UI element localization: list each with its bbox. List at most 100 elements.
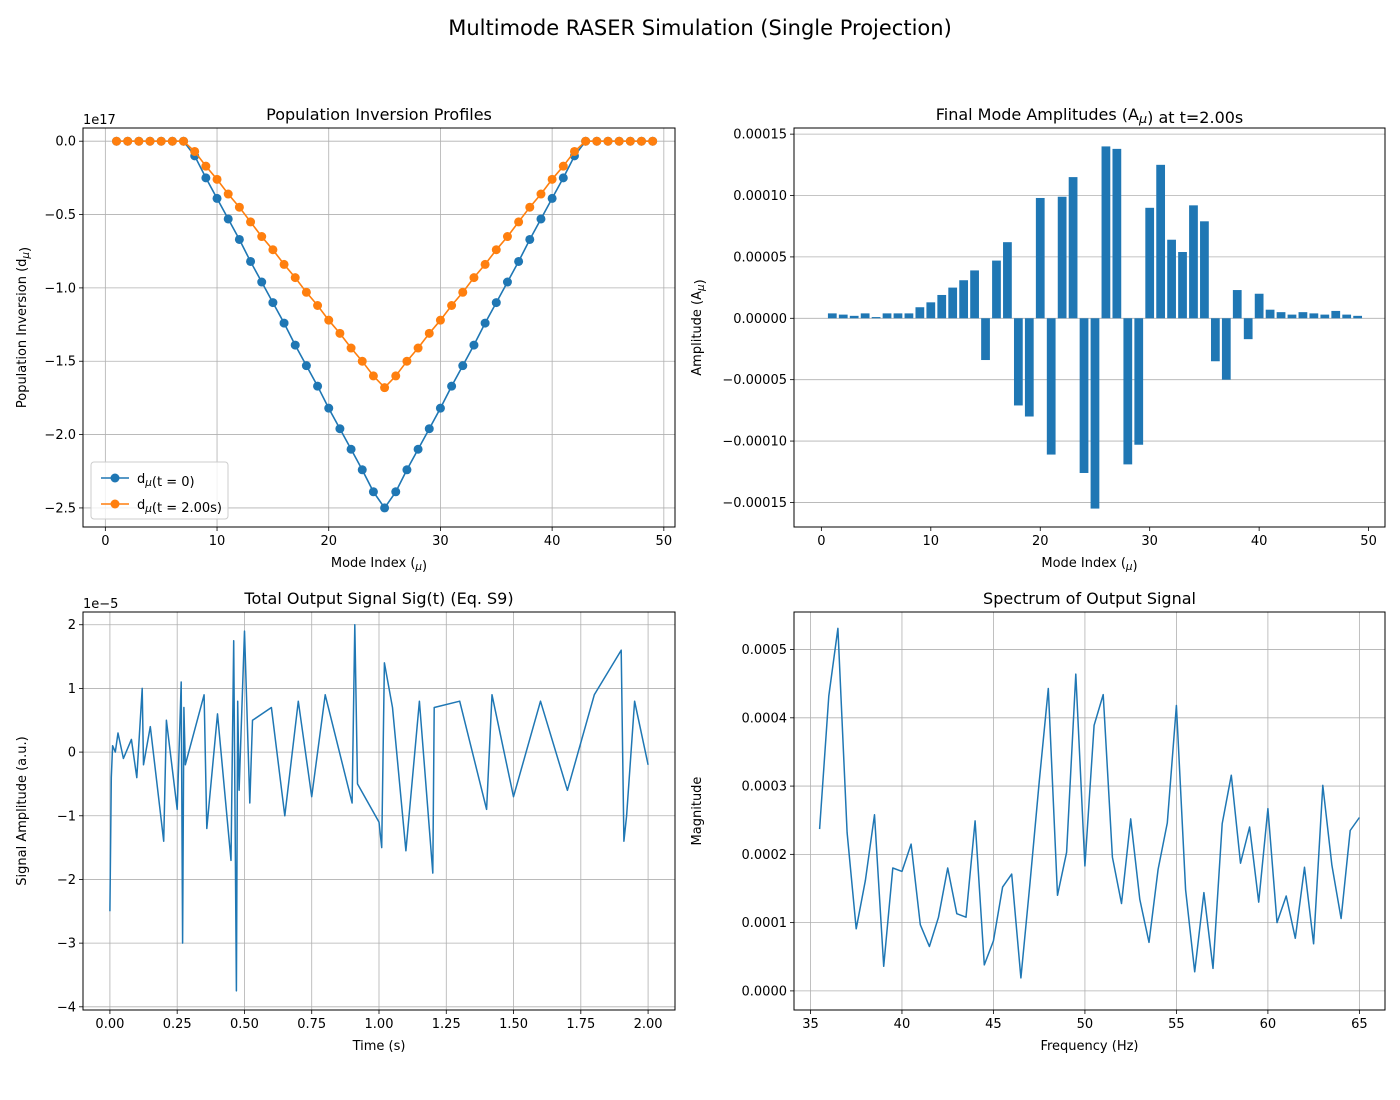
series-line [109,623,649,992]
data-point [391,371,401,381]
y-tick-label: −2.5 [44,501,76,516]
data-point [514,256,524,266]
data-point [413,343,423,353]
bar [1101,146,1111,319]
x-tick-label: 50 [656,534,673,549]
bar [1057,196,1067,319]
y-axis-label: Magnitude [690,777,705,846]
data-point [223,189,233,199]
bar [1046,318,1056,455]
bar [1134,318,1144,445]
y-tick-label: 0.00000 [733,312,787,327]
bar [904,313,914,319]
data-point [547,193,557,203]
data-point [469,273,479,283]
x-tick-label: 0.75 [297,1017,326,1032]
y-tick-label: 0.0000 [742,984,788,999]
data-point [223,214,233,224]
data-point [502,277,512,287]
x-tick-label: 45 [985,1017,1002,1032]
data-point [547,174,557,184]
data-point [167,136,177,146]
y-tick-label: 0 [68,746,76,761]
data-point [201,161,211,171]
bar [959,280,969,319]
data-point [179,136,189,146]
data-point [491,298,501,308]
x-tick-label: 10 [209,534,226,549]
y-axis-label: Population Inversion (dμ) [15,247,33,408]
x-tick-label: 1.50 [499,1017,528,1032]
data-point [435,315,445,325]
chart-title: Final Mode Amplitudes (Aμ) at t=2.00s [936,105,1244,127]
data-point [536,189,546,199]
x-tick-label: 1.00 [365,1017,394,1032]
data-point [335,424,345,434]
y-tick-label: 2 [68,618,76,633]
x-tick-label: 30 [1141,534,1158,549]
data-point [525,234,535,244]
data-point [447,381,457,391]
y-tick-label: 0.0005 [742,643,788,658]
offset-label: 1e17 [83,113,116,128]
data-point [424,424,434,434]
data-point [491,245,501,255]
bar [1003,242,1012,319]
y-tick-label: −2 [57,873,76,888]
bar [1353,315,1363,319]
plot-frame [793,611,1386,1011]
bar [937,294,947,319]
y-tick-label: −2.0 [44,428,76,443]
bar [1276,312,1286,319]
data-point [368,487,378,497]
data-point [190,146,200,156]
data-point [212,193,222,203]
bar [882,313,892,319]
x-tick-label: 50 [1077,1017,1094,1032]
bar [1265,309,1275,319]
bar [1068,177,1078,319]
data-point [123,136,133,146]
chart-4: 35 40 45 50 55 60 65 0.0000 0.0001 0.0002 0.0003 0.… [690,589,1386,1054]
data-point [569,146,579,156]
chart-1: 0 10 20 30 40 50 0.0 −0.5 −1.0 −1.5 −2.0 −2.5 1e17 Po… [15,105,676,574]
x-tick-label: 0.00 [95,1017,124,1032]
y-tick-label: 0.00010 [733,189,787,204]
figure-title: Multimode RASER Simulation (Single Proje… [448,16,952,40]
x-tick-label: 0.50 [230,1017,259,1032]
data-point [413,444,423,454]
y-axis-label: Signal Amplitude (a.u.) [15,736,30,885]
y-tick-label: −0.5 [44,208,76,223]
x-tick-label: 30 [432,534,449,549]
data-point [324,403,334,413]
data-point [268,245,278,255]
data-point [301,361,311,371]
bar [915,307,925,319]
x-tick-label: 55 [1168,1017,1185,1032]
bar [827,313,837,319]
data-point [435,403,445,413]
x-tick-label: 20 [1032,534,1049,549]
series-line [818,627,1361,979]
data-point [234,234,244,244]
series-line-2 [116,140,653,389]
x-axis-label: Time (s) [352,1039,406,1054]
bar [849,315,859,319]
chart-2: 0 10 20 30 40 50 0.00015 0.00010 0.00005 0.00000 −… [690,105,1386,574]
plot-frame [82,127,676,528]
bar [1331,310,1341,319]
data-point [581,136,591,146]
x-tick-label: 1.75 [566,1017,595,1032]
data-point [502,232,512,242]
bar [1189,205,1198,319]
legend-marker [110,499,120,509]
data-point [480,318,490,328]
data-point [424,328,434,338]
data-point [380,383,390,393]
bar [1079,318,1089,473]
data-point [458,361,468,371]
legend: dμ(t = 0) dμ(t = 2.00s) [90,461,229,520]
x-axis-label: Frequency (Hz) [1040,1039,1138,1054]
bar [981,318,990,361]
